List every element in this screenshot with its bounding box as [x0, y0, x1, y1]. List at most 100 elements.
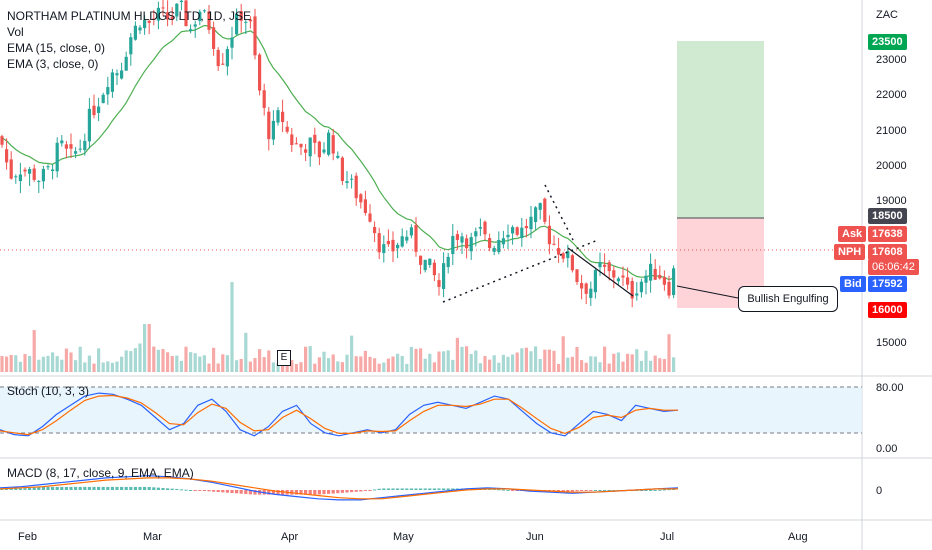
- candle-body: [621, 275, 625, 278]
- candle-body: [488, 238, 492, 249]
- volume-bar: [483, 356, 487, 372]
- macd-hist-bar: [345, 490, 349, 493]
- macd-hist-bar: [230, 490, 234, 494]
- candle-body: [37, 181, 41, 183]
- volume-bar: [212, 347, 216, 372]
- candle-body: [368, 213, 372, 222]
- macd-hist-bar: [299, 490, 303, 495]
- candle-body: [152, 18, 156, 20]
- candle-body: [106, 87, 110, 95]
- earnings-marker[interactable]: E: [277, 350, 291, 366]
- macd-hist-bar: [92, 486, 96, 490]
- volume-bar: [225, 355, 229, 372]
- volume-bar: [179, 360, 183, 372]
- legend-vol[interactable]: Vol: [7, 25, 24, 39]
- price-tick-19000: 19000: [876, 195, 907, 207]
- candle-body: [465, 238, 469, 249]
- volume-bar: [64, 348, 68, 372]
- macd-hist-bar: [216, 490, 220, 492]
- ask-price-tag: 17638: [868, 226, 907, 242]
- candle-body: [639, 281, 643, 293]
- candle-body: [557, 248, 561, 255]
- candle-body: [552, 243, 556, 245]
- macd-hist-bar: [152, 487, 156, 490]
- macd-hist-bar: [28, 487, 32, 490]
- candle-body: [584, 283, 588, 294]
- macd-legend[interactable]: MACD (8, 17, close, 9, EMA, EMA): [7, 466, 194, 480]
- candle-body: [276, 110, 280, 123]
- macd-hist-bar: [129, 486, 133, 490]
- candle-body: [83, 140, 87, 151]
- macd-hist-bar: [189, 489, 193, 491]
- macd-hist-bar: [124, 486, 128, 490]
- macd-hist-bar: [83, 486, 87, 490]
- macd-hist-bar: [386, 488, 390, 490]
- macd-hist-bar: [239, 490, 243, 494]
- bullish-engulfing-callout[interactable]: Bullish Engulfing: [738, 286, 838, 312]
- volume-bar: [133, 348, 137, 372]
- volume-bar: [253, 357, 257, 372]
- volume-bar: [106, 361, 110, 372]
- candle-body: [626, 277, 630, 285]
- macd-hist-bar: [570, 490, 574, 492]
- macd-hist-bar: [658, 489, 662, 491]
- candle-body: [580, 283, 584, 289]
- legend-ema2[interactable]: EMA (3, close, 0): [7, 57, 99, 71]
- volume-bar: [92, 363, 96, 372]
- macd-hist-bar: [225, 490, 229, 493]
- macd-hist-bar: [115, 486, 119, 490]
- candle-body: [483, 221, 487, 235]
- macd-hist-bar: [414, 488, 418, 490]
- stoch-legend[interactable]: Stoch (10, 3, 3): [7, 384, 90, 398]
- macd-hist-bar: [409, 488, 413, 490]
- volume-bar: [391, 356, 395, 372]
- macd-hist-bar: [143, 486, 147, 490]
- volume-bar: [359, 356, 363, 372]
- macd-hist-bar: [267, 490, 271, 495]
- candles: [0, 0, 676, 308]
- volume-bar: [667, 334, 671, 372]
- candle-body: [9, 159, 13, 179]
- candle-body: [179, 0, 183, 3]
- volume-bar: [626, 353, 630, 372]
- candle-body: [644, 275, 648, 283]
- volume-bar: [442, 351, 446, 372]
- candle-body: [322, 149, 326, 153]
- macd-hist-bar: [120, 486, 124, 490]
- candle-body: [69, 144, 73, 149]
- macd-hist-bar: [373, 489, 377, 491]
- macd-hist-bar: [419, 488, 423, 490]
- volume-bar: [193, 353, 197, 372]
- volume-bar: [161, 349, 165, 372]
- volume-bar: [207, 363, 211, 372]
- candle-body: [460, 236, 464, 243]
- price-tick-15000: 15000: [876, 337, 907, 349]
- macd-hist-bar: [170, 488, 174, 490]
- volume-bar: [630, 354, 634, 372]
- candle-body: [115, 73, 119, 76]
- volume-bar: [534, 346, 538, 372]
- volume-bar: [561, 336, 565, 372]
- volume-bar: [78, 346, 82, 372]
- volume-bar: [377, 363, 381, 372]
- candle-body: [451, 235, 455, 255]
- volume-bar: [396, 353, 400, 372]
- legend-ema1[interactable]: EMA (15, close, 0): [7, 41, 106, 55]
- volume-bar: [276, 363, 280, 372]
- macd-hist-bar: [506, 489, 510, 491]
- candle-body: [175, 3, 179, 17]
- volume-bar: [543, 349, 547, 372]
- macd-hist-bar: [340, 490, 344, 493]
- macd-hist-bar: [101, 486, 105, 490]
- volume-bar: [322, 351, 326, 372]
- symbol-title[interactable]: NORTHAM PLATINUM HLDGS LTD, 1D, JSE: [7, 9, 252, 23]
- candle-body: [60, 140, 64, 144]
- macd-hist-bar: [566, 490, 570, 492]
- candle-body: [133, 25, 137, 40]
- ask-label-tag: Ask: [838, 226, 867, 242]
- macd-hist-bar: [322, 490, 326, 495]
- volume-bar: [308, 346, 312, 372]
- macd-hist-bar: [501, 489, 505, 491]
- macd-hist-bar: [400, 488, 404, 490]
